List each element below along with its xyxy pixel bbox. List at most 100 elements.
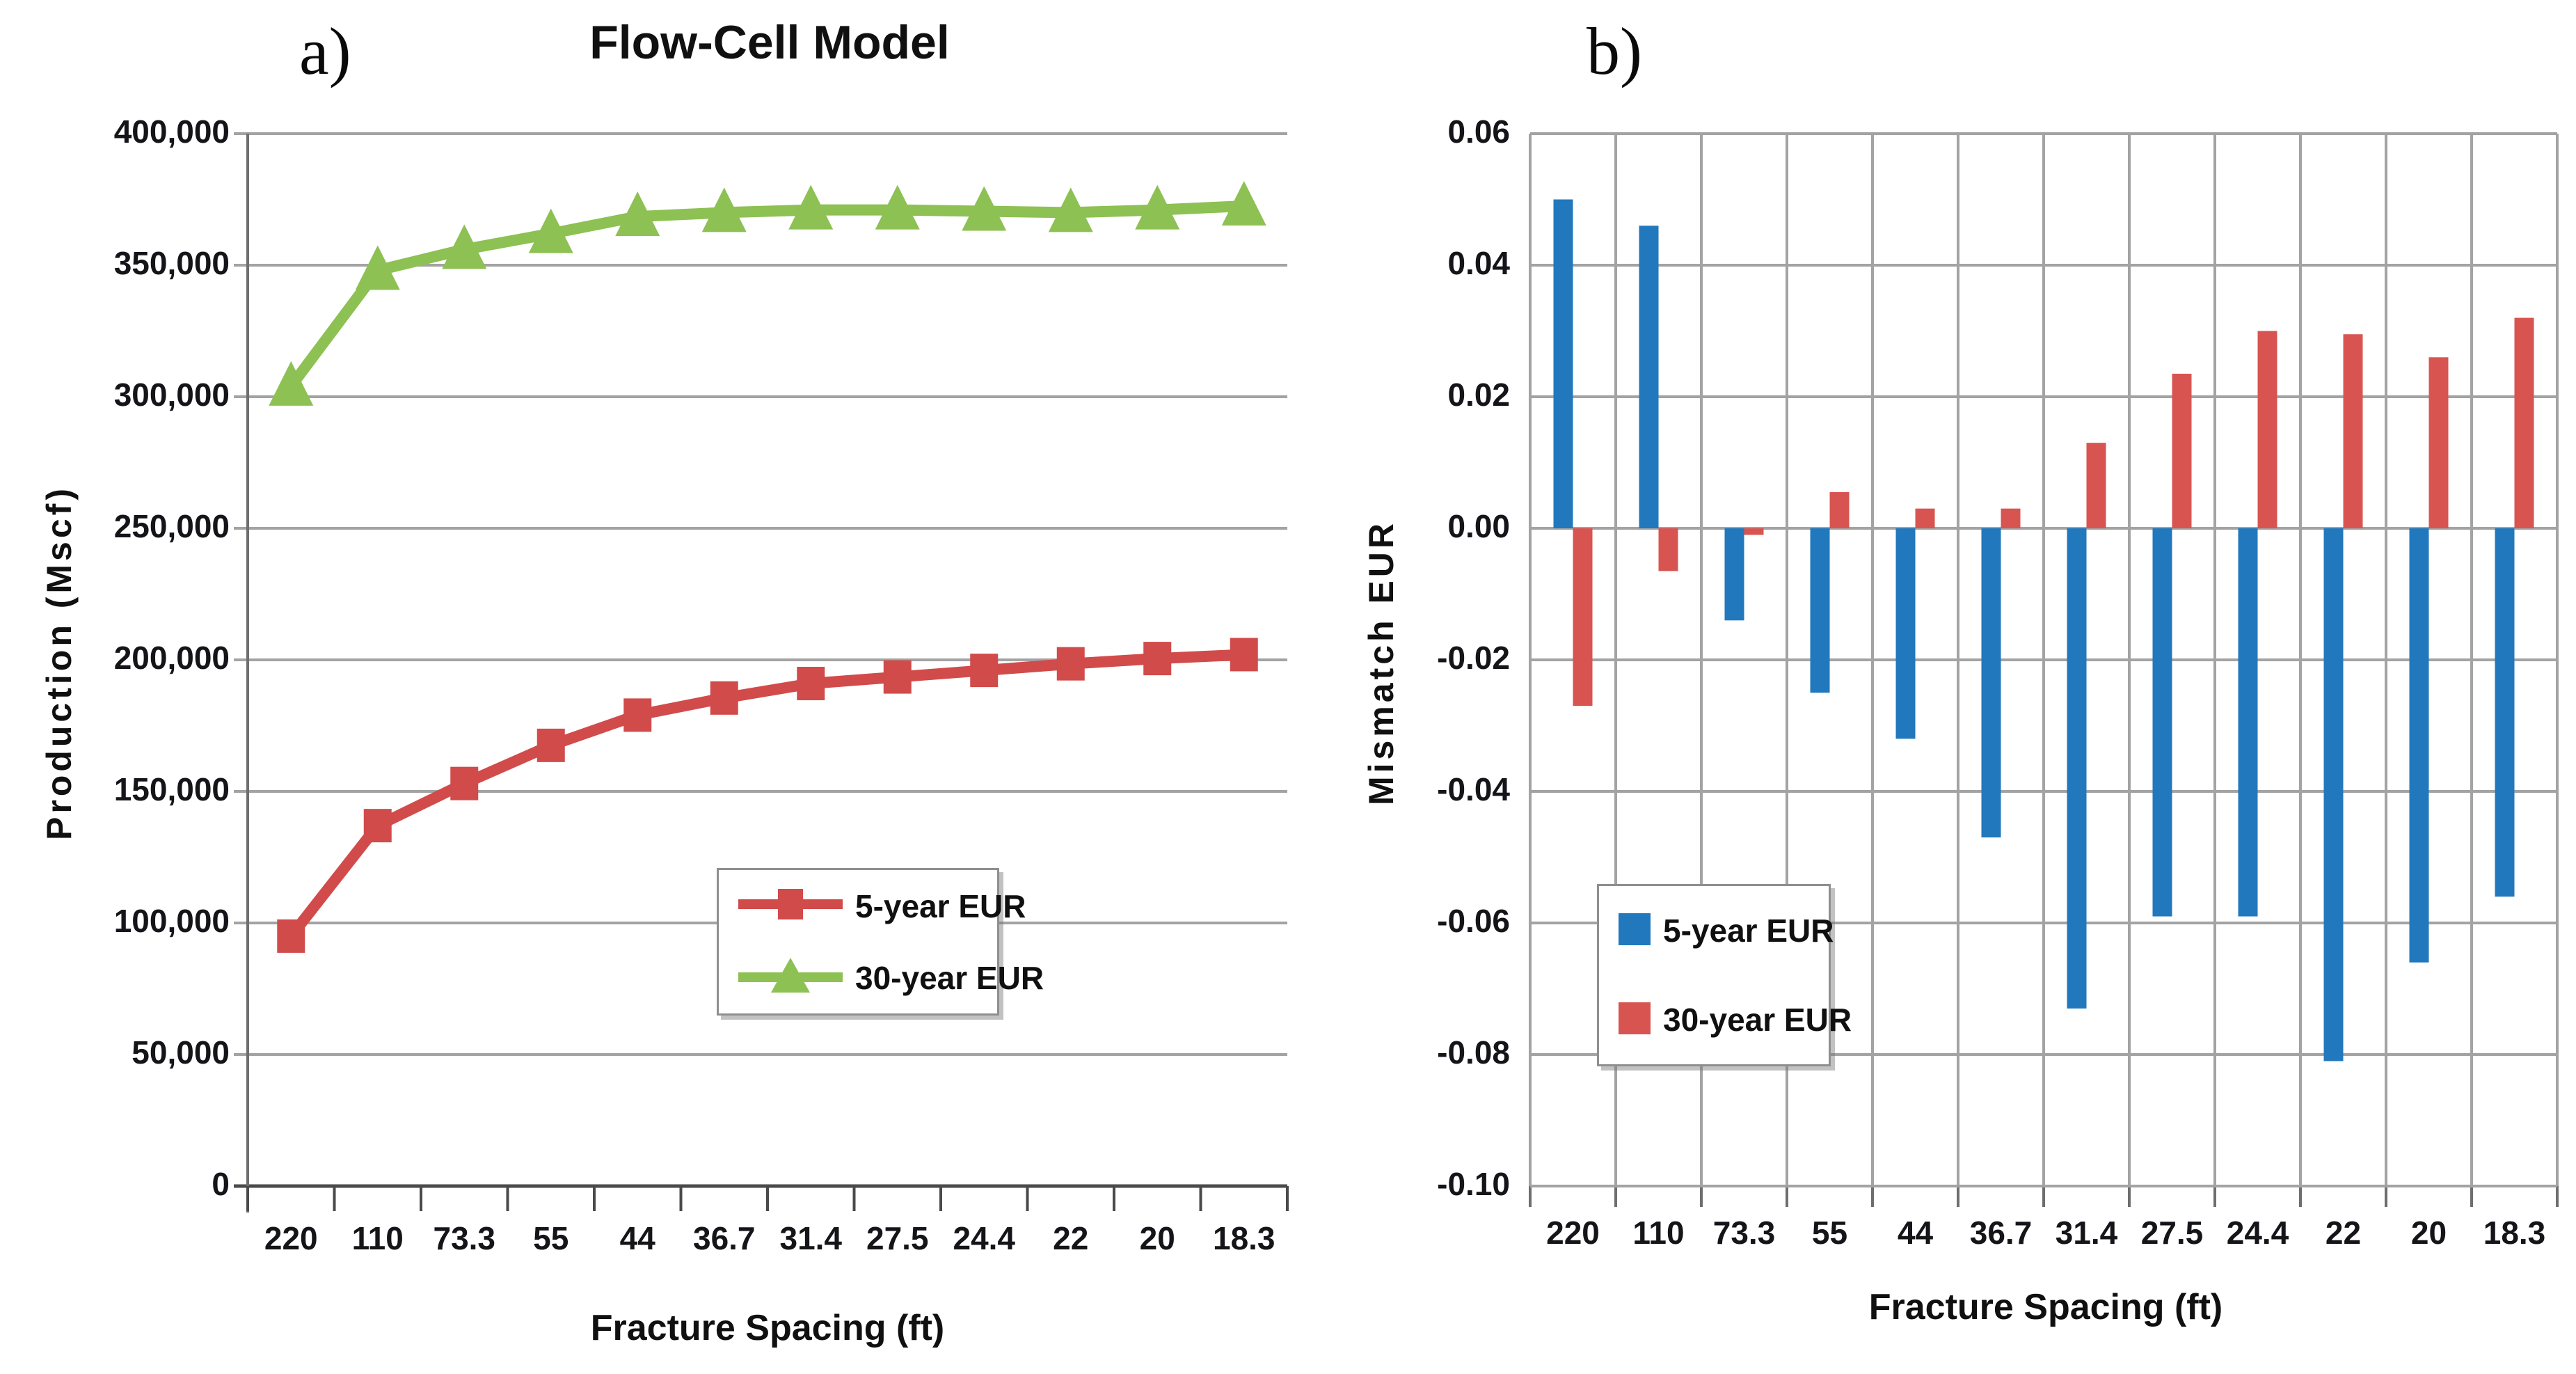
5-year EUR-point-24.4: [970, 654, 999, 688]
5-year EUR-point-22: [1056, 647, 1085, 681]
30-year EUR-bar-36.7: [2001, 508, 2021, 528]
y-tick-label: -0.06: [1437, 903, 1510, 939]
x-tick-label: 27.5: [2140, 1215, 2204, 1251]
30-year EUR-bar-220: [1573, 528, 1593, 706]
5-year EUR-point-20: [1143, 642, 1172, 676]
5-year EUR-bar-55: [1810, 528, 1830, 693]
5-year EUR-bar-31.4: [2067, 528, 2087, 1009]
legend-item-5-year-eur: 5-year EUR: [719, 870, 1026, 942]
30-year EUR-point-73.3: [442, 224, 487, 269]
5-year EUR-point-73.3: [450, 766, 479, 800]
y-tick-label: 200,000: [113, 640, 230, 676]
y-tick-label: 0.06: [1447, 113, 1510, 150]
y-tick-label: 100,000: [113, 903, 230, 939]
30-year EUR-point-24.4: [962, 186, 1007, 231]
x-tick-label: 220: [264, 1220, 318, 1256]
30-year EUR-point-110: [355, 245, 400, 290]
legend-label: 5-year EUR: [1663, 913, 1834, 949]
green-line-triangle-marker-icon: [738, 955, 855, 1000]
red-line-square-marker-icon: [738, 883, 855, 929]
5-year EUR-bar-27.5: [2152, 528, 2172, 917]
y-tick-label: -0.08: [1437, 1034, 1510, 1071]
5-year EUR-bar-73.3: [1724, 528, 1744, 621]
y-tick-label: 0.04: [1447, 245, 1510, 281]
x-tick-label: 36.7: [1969, 1215, 2033, 1251]
x-tick-label: 110: [1632, 1215, 1685, 1251]
30-year EUR-point-36.7: [701, 187, 747, 232]
30-year EUR-bar-27.5: [2172, 373, 2192, 528]
x-tick-label: 220: [1546, 1215, 1600, 1251]
y-tick-label: -0.04: [1437, 771, 1510, 807]
legend-label: 30-year EUR: [855, 959, 1044, 996]
5-year EUR-bar-20: [2409, 528, 2429, 963]
x-tick-label: 18.3: [1212, 1220, 1275, 1256]
x-tick-label: 73.3: [433, 1220, 496, 1256]
right-x-axis-title: Fracture Spacing (ft): [1868, 1287, 2223, 1327]
x-tick-label: 110: [351, 1220, 404, 1256]
y-tick-label: 300,000: [113, 377, 230, 413]
5-year EUR-point-31.4: [797, 667, 825, 701]
x-tick-label: 73.3: [1712, 1215, 1776, 1251]
30-year EUR-bar-22: [2343, 334, 2363, 528]
x-tick-label: 55: [533, 1220, 569, 1256]
x-tick-label: 27.5: [866, 1220, 929, 1256]
30-year EUR-point-27.5: [875, 184, 920, 230]
30-year EUR-bar-44: [1915, 508, 1935, 528]
red-square-swatch-icon: [1619, 1002, 1663, 1038]
legend-item-30-year-eur: 30-year EUR: [719, 942, 1044, 1013]
5-year EUR-point-36.7: [710, 681, 738, 715]
x-tick-label: 36.7: [692, 1220, 756, 1256]
30-year EUR-point-220: [269, 361, 314, 406]
5-year EUR-point-44: [623, 698, 652, 732]
5-year EUR-bar-18.3: [2495, 528, 2515, 897]
x-tick-label: 18.3: [2483, 1215, 2546, 1251]
30-year EUR-bar-55: [1829, 492, 1850, 528]
legend-label: 30-year EUR: [1663, 1002, 1852, 1038]
legend-item-5-year-eur: 5-year EUR: [1599, 886, 1834, 975]
30-year EUR-bar-20: [2428, 357, 2449, 528]
y-tick-label: 50,000: [132, 1034, 230, 1071]
30-year EUR-point-18.3: [1221, 180, 1266, 226]
left-chart-title: Flow-Cell Model: [589, 16, 950, 69]
y-tick-label: 0.00: [1447, 508, 1510, 544]
30-year EUR-point-44: [615, 191, 660, 237]
5-year EUR-line: [285, 649, 1250, 942]
5-year EUR-point-220: [277, 919, 305, 953]
x-tick-label: 20: [1139, 1220, 1175, 1256]
legend-label: 5-year EUR: [855, 887, 1026, 924]
legend-item-30-year-eur: 30-year EUR: [1599, 975, 1852, 1064]
5-year EUR-bar-24.4: [2238, 528, 2258, 917]
left-x-axis-title: Fracture Spacing (ft): [590, 1308, 945, 1348]
5-year EUR-bar-110: [1639, 226, 1659, 528]
y-tick-label: 250,000: [113, 508, 230, 544]
x-tick-label: 22: [2325, 1215, 2362, 1251]
right-legend: 5-year EUR 30-year EUR: [1597, 884, 1852, 1066]
left-legend: 5-year EUR 30-year EUR: [717, 868, 1044, 1016]
30-year EUR-bar-24.4: [2257, 331, 2277, 528]
30-year EUR-point-55: [528, 208, 573, 253]
x-tick-label: 20: [2410, 1215, 2447, 1251]
y-tick-label: 0: [212, 1166, 230, 1202]
x-tick-label: 22: [1053, 1220, 1089, 1256]
x-tick-label: 24.4: [2226, 1215, 2289, 1251]
30-year EUR-point-20: [1135, 184, 1180, 230]
5-year EUR-point-55: [536, 728, 565, 762]
30-year EUR-point-31.4: [788, 184, 834, 230]
5-year EUR-bar-36.7: [1981, 528, 2001, 838]
30-year EUR-bar-18.3: [2514, 317, 2534, 528]
30-year EUR-bar-110: [1658, 528, 1678, 571]
30-year EUR-bar-31.4: [2086, 443, 2106, 528]
y-tick-label: 150,000: [113, 771, 230, 807]
5-year EUR-point-27.5: [883, 660, 912, 694]
30-year EUR-line: [285, 200, 1250, 392]
5-year EUR-bar-44: [1895, 528, 1916, 739]
30-year EUR-bar-73.3: [1744, 528, 1764, 535]
x-tick-label: 31.4: [779, 1220, 843, 1256]
panel-a-label: a): [299, 14, 351, 88]
30-year EUR-point-22: [1048, 187, 1093, 232]
y-tick-label: 0.02: [1447, 377, 1510, 413]
x-tick-label: 31.4: [2055, 1215, 2118, 1251]
y-tick-label: -0.10: [1437, 1166, 1510, 1202]
